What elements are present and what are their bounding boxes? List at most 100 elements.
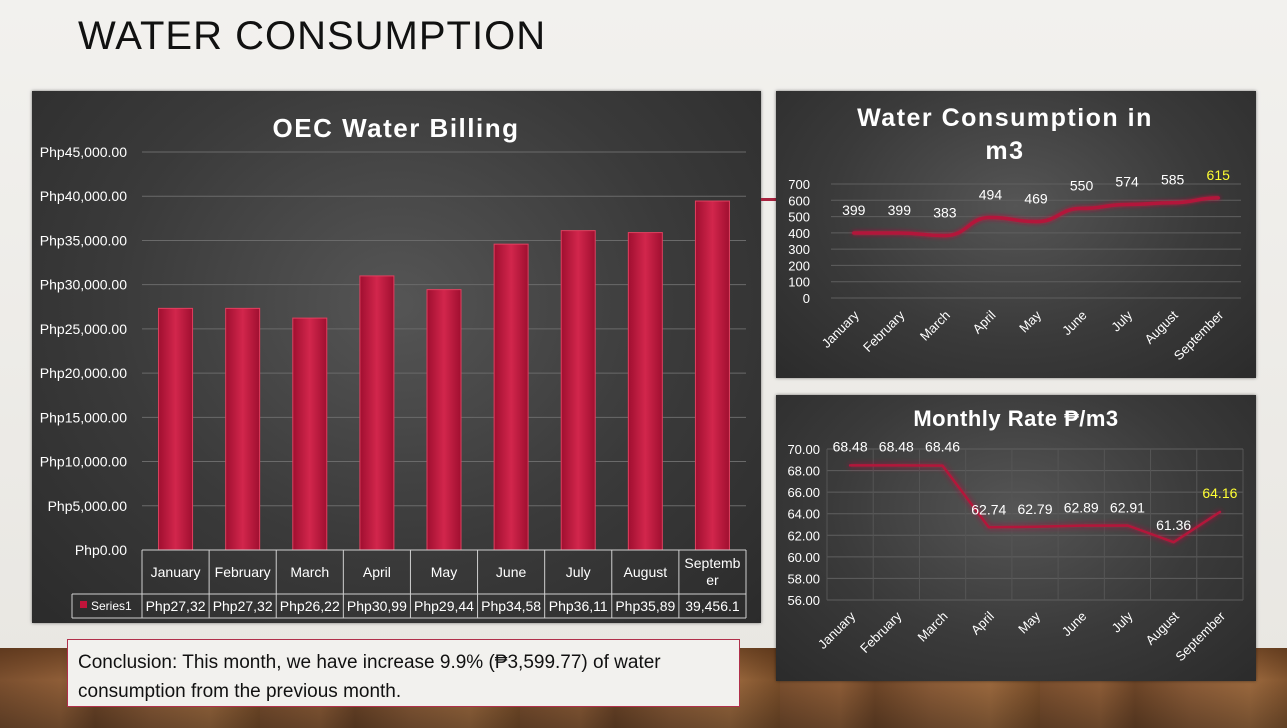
y-tick-label: Php45,000.00 [40, 144, 127, 160]
data-label: 585 [1161, 172, 1185, 188]
chart-title: OEC Water Billing [273, 113, 520, 143]
rate-chart-panel: Monthly Rate ₱/m3 56.00 58.00 60.00 62.00 64.… [776, 395, 1256, 681]
y-tick-label: 58.00 [787, 571, 820, 586]
x-category-label: May [431, 564, 457, 580]
data-label: 68.48 [833, 438, 868, 454]
chart-title: Monthly Rate ₱/m3 [913, 406, 1118, 431]
data-label: 615 [1207, 167, 1231, 183]
y-tick-label: Php10,000.00 [40, 454, 127, 470]
x-category-label: February [860, 307, 908, 355]
bar [560, 230, 596, 551]
bar [359, 275, 395, 551]
chart-title: Water Consumption in [857, 104, 1153, 132]
x-category-label: July [1109, 608, 1136, 635]
x-category-label: June [496, 564, 527, 580]
table-value: Php35,89 [615, 598, 675, 614]
data-label: 62.91 [1110, 499, 1145, 515]
data-label: 469 [1024, 191, 1048, 207]
data-label: 399 [842, 202, 866, 218]
data-label: 494 [979, 187, 1003, 203]
x-category-label: August [1142, 307, 1181, 346]
bar [158, 307, 194, 551]
table-value: Php26,22 [280, 598, 340, 614]
x-category-label: May [1016, 307, 1044, 335]
y-tick-label: 300 [788, 242, 810, 257]
x-category-label: March [917, 308, 953, 344]
y-tick-label: 56.00 [787, 593, 820, 608]
data-label: 62.89 [1064, 500, 1099, 516]
x-category-label: March [290, 564, 329, 580]
x-category-label: January [815, 608, 859, 652]
x-category-label: January [151, 564, 201, 580]
x-category-label: January [819, 307, 863, 351]
x-category-label: May [1015, 608, 1043, 636]
y-tick-label: 700 [788, 177, 810, 192]
data-label: 574 [1115, 174, 1139, 190]
x-category-label: July [1108, 307, 1135, 334]
bar [694, 200, 730, 551]
table-value: Php34,58 [481, 598, 541, 614]
table-value: Php30,99 [347, 598, 407, 614]
x-category-label: June [1059, 308, 1090, 339]
table-value: Php27,32 [146, 598, 206, 614]
y-tick-label: Php5,000.00 [48, 498, 128, 514]
x-category-label: July [566, 564, 591, 580]
consumption-chart-panel: Water Consumption in m3 0 100 200 300 400 500 60… [776, 91, 1256, 378]
billing-chart-panel: OEC Water Billing Php0.00 Php5,000.00 Php10… [32, 91, 761, 623]
y-tick-label: 66.00 [787, 485, 820, 500]
y-tick-label: 500 [788, 210, 810, 225]
y-tick-label: 62.00 [787, 528, 820, 543]
data-label: 61.36 [1156, 517, 1191, 533]
y-tick-label: 70.00 [787, 442, 820, 457]
x-category-label: April [968, 608, 997, 637]
table-value: Php36,11 [549, 598, 608, 614]
rate-line-chart: Monthly Rate ₱/m3 56.00 58.00 60.00 62.00 64.… [787, 406, 1244, 664]
x-category-label: September [1171, 307, 1227, 363]
data-label: 62.79 [1017, 501, 1052, 517]
series-line [848, 464, 1222, 544]
bar [627, 232, 663, 551]
y-tick-label: Php0.00 [75, 542, 127, 558]
bar [225, 307, 261, 551]
y-tick-label: 68.00 [787, 464, 820, 479]
y-tick-label: 600 [788, 193, 810, 208]
x-category-label: April [363, 564, 391, 580]
y-tick-label: Php40,000.00 [40, 188, 127, 204]
table-value: Php29,44 [414, 598, 474, 614]
bar [493, 243, 529, 551]
billing-bar-chart: OEC Water Billing Php0.00 Php5,000.00 Php10… [40, 113, 747, 619]
x-category-label: September [1172, 608, 1228, 664]
y-tick-label: Php35,000.00 [40, 232, 127, 248]
y-tick-label: Php20,000.00 [40, 365, 127, 381]
bar [426, 289, 462, 551]
x-category-label: February [215, 564, 271, 580]
data-label: 68.46 [925, 439, 960, 455]
data-label: 550 [1070, 177, 1094, 193]
y-tick-label: Php15,000.00 [40, 409, 127, 425]
x-category-label: April [970, 307, 999, 336]
y-tick-label: Php30,000.00 [40, 277, 127, 293]
chart-title: m3 [985, 137, 1024, 165]
y-tick-label: 64.00 [787, 507, 820, 522]
y-tick-label: 60.00 [787, 550, 820, 565]
x-category-label: August [1143, 608, 1182, 647]
conclusion-text: Conclusion: This month, we have increase… [78, 652, 661, 702]
x-category-label: June [1059, 609, 1090, 640]
conclusion-textbox: Conclusion: This month, we have increase… [67, 639, 740, 707]
bar [292, 317, 328, 551]
y-tick-label: 0 [803, 291, 810, 306]
x-category-label: er [706, 572, 719, 588]
series-line [852, 196, 1220, 238]
table-value: Php27,32 [213, 598, 273, 614]
x-category-label: February [857, 608, 905, 656]
chart-connector-line [761, 198, 776, 201]
data-label: 64.16 [1202, 485, 1237, 501]
x-category-label: March [915, 609, 951, 645]
data-label: 383 [933, 205, 957, 221]
data-label: 62.74 [971, 501, 1006, 517]
legend-label: Series1 [91, 599, 132, 613]
y-tick-label: 100 [788, 275, 810, 290]
table-value: 39,456.1 [685, 598, 740, 614]
legend-swatch [80, 601, 87, 608]
